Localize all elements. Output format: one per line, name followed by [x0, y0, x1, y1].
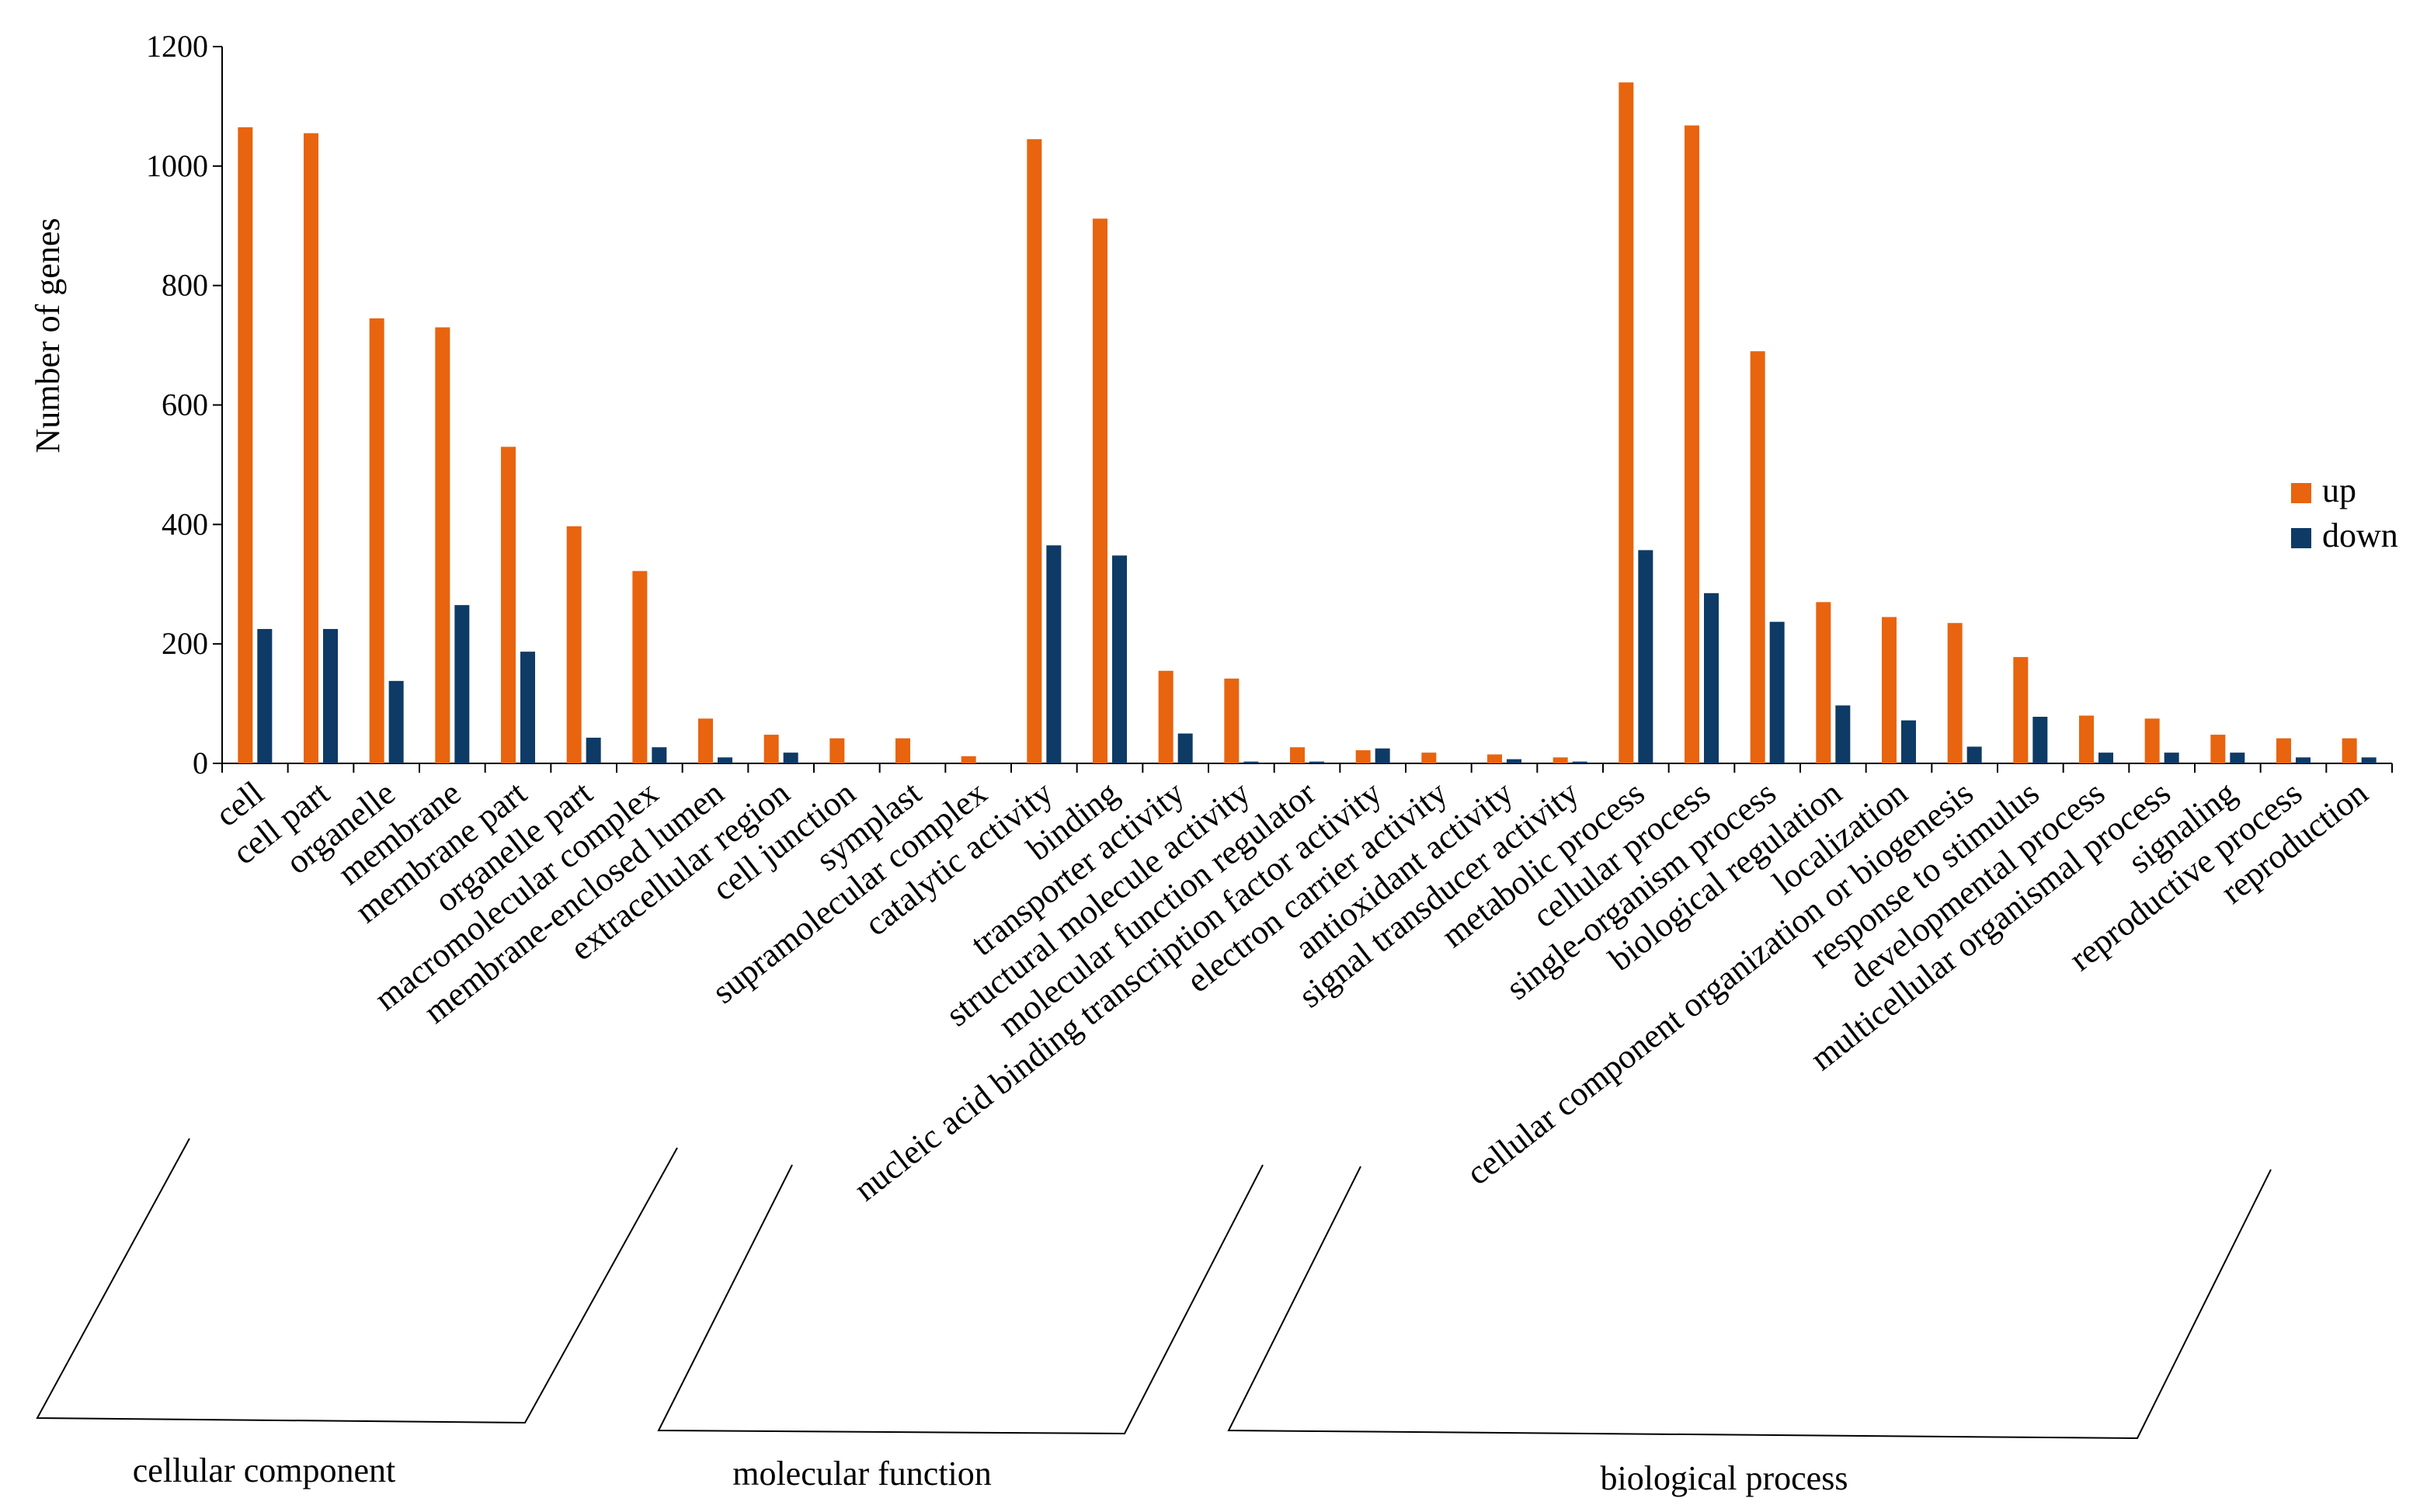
y-tick-label: 800 [162, 268, 208, 303]
bar-up [1158, 670, 1174, 763]
bar-down [1572, 761, 1587, 763]
bar-down [2230, 753, 2245, 763]
group-label: biological process [1601, 1459, 1848, 1497]
bar-down [1375, 748, 1390, 763]
bar-up [698, 718, 713, 763]
y-axis-label: Number of genes [29, 217, 67, 453]
legend-label-up: up [2322, 471, 2356, 509]
group-label: cellular component [133, 1451, 395, 1489]
legend-swatch-up [2291, 483, 2311, 503]
bar-down [586, 737, 601, 763]
bar-up [2276, 738, 2291, 763]
bar-down [1112, 555, 1127, 763]
bar-up [1619, 82, 1634, 763]
bar-down [454, 605, 470, 763]
bar-down [1638, 550, 1653, 763]
legend: up down [2291, 471, 2398, 554]
y-tick-label: 1200 [146, 29, 208, 64]
bar-down [718, 757, 732, 763]
bar-up [566, 526, 582, 763]
bar-up [2079, 715, 2094, 763]
bar-down [1704, 593, 1719, 763]
bar-down [1769, 621, 1785, 763]
bar-up [369, 318, 384, 763]
bar-up [435, 327, 450, 764]
legend-label-down: down [2322, 516, 2398, 554]
bar-down [388, 680, 404, 763]
bar-up [1882, 617, 1897, 763]
axes: 0 200 400 600 800 1000 1200 [146, 29, 2393, 780]
bar-down [1309, 761, 1324, 763]
y-tick-label: 1000 [146, 148, 208, 183]
y-tick-label: 200 [162, 626, 208, 661]
bar-down [783, 753, 798, 763]
y-tick-label: 600 [162, 388, 208, 422]
bar-down [1835, 705, 1851, 763]
group-bracket [1227, 1166, 2272, 1440]
bar-down [520, 652, 535, 763]
bar-down [2032, 717, 2048, 763]
bar-up [829, 738, 845, 763]
bar-down [323, 628, 338, 763]
bar-down [2361, 757, 2377, 763]
bar-up [1224, 678, 1240, 763]
bars [238, 82, 2377, 764]
bar-up [632, 571, 648, 763]
bar-down [1243, 761, 1259, 763]
bar-down [1966, 746, 1982, 763]
bar-up [2342, 738, 2357, 763]
bar-down [1046, 545, 1062, 763]
bar-up [1355, 750, 1371, 763]
bar-up [1093, 218, 1107, 763]
bar-up [304, 133, 318, 763]
bar-down [2098, 753, 2113, 763]
bar-up [1027, 139, 1042, 764]
bar-up [1421, 753, 1437, 763]
y-tick-label: 0 [193, 746, 208, 780]
bar-down [1177, 733, 1193, 763]
bar-up [1947, 623, 1963, 763]
bar-up [895, 738, 910, 763]
bar-up [763, 735, 779, 763]
bar-up [501, 447, 516, 763]
bar-up [2013, 657, 2029, 763]
bar-up [1290, 747, 1305, 763]
bar-up [1553, 757, 1568, 763]
bar-down [257, 628, 273, 763]
group-label: molecular function [732, 1455, 992, 1493]
bar-up [1750, 351, 1765, 763]
bar-up [2144, 718, 2160, 763]
bar-down [1901, 720, 1916, 763]
y-tick-label: 400 [162, 506, 208, 541]
bar-up [961, 756, 976, 763]
bar-down [2296, 757, 2311, 763]
bar-up [2210, 735, 2226, 763]
bar-down [2164, 753, 2179, 763]
bar-down [652, 747, 667, 763]
bar-up [1816, 602, 1831, 763]
bar-up [1685, 125, 1699, 763]
bar-up [238, 127, 253, 763]
group-bracket [36, 1138, 678, 1424]
group-bracket [657, 1164, 1264, 1435]
bar-down [1507, 759, 1521, 763]
legend-swatch-down [2291, 528, 2311, 548]
group-brackets: cellular component molecular function biol… [36, 1138, 2272, 1497]
bar-up [1487, 754, 1502, 763]
